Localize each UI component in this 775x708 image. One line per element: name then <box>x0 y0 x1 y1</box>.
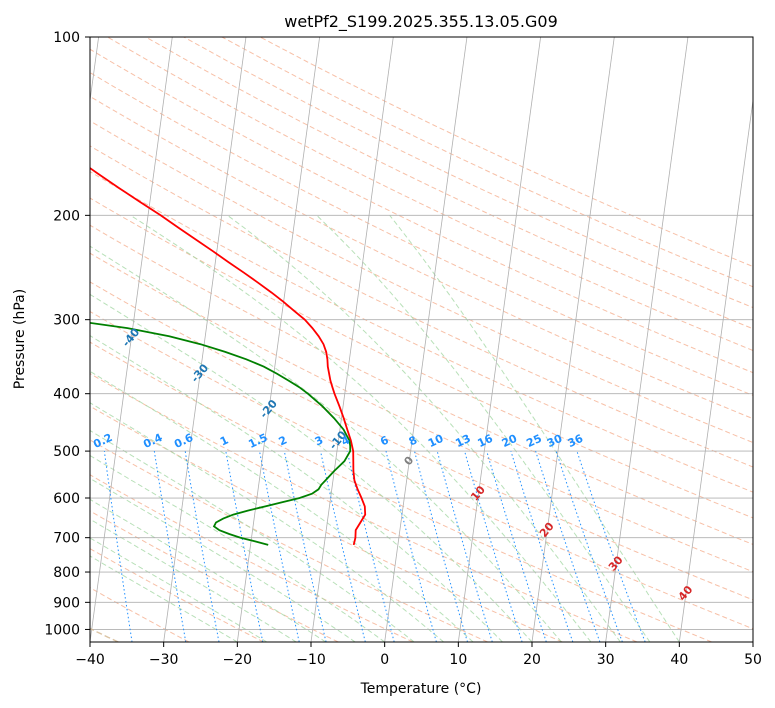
moist-adiabat <box>90 477 356 642</box>
y-tick-label: 400 <box>53 387 80 403</box>
dry-adiabat <box>145 37 753 330</box>
x-tick-label: 30 <box>597 652 615 668</box>
mixing-ratio-line <box>103 451 133 642</box>
moist-adiabat <box>90 429 415 642</box>
x-tick-label: 10 <box>449 652 467 668</box>
mixing-ratio-line <box>510 450 574 642</box>
mixing-ratio-label: 20 <box>500 432 520 450</box>
y-axis-label: Pressure (hPa) <box>12 289 28 389</box>
mixing-ratio-line <box>464 450 523 642</box>
isotherm <box>605 37 689 642</box>
y-axis: 1000 900 800 700 600 500 400 300 200 100 <box>44 30 90 638</box>
mixing-ratio-line <box>414 450 468 642</box>
moist-adiabat <box>90 402 444 642</box>
y-tick-label: 500 <box>53 444 80 460</box>
y-tick-label: 200 <box>53 208 80 224</box>
moist-adiabat <box>90 245 562 642</box>
plot-background <box>90 37 753 642</box>
y-tick-label: 800 <box>53 565 80 581</box>
x-tick-label: −20 <box>223 652 253 668</box>
plot-frame <box>89 36 754 643</box>
dry-adiabat <box>90 405 563 642</box>
moist-adiabat <box>90 454 385 642</box>
mixing-ratio-line <box>486 450 547 642</box>
mixing-ratio-label: 16 <box>476 432 496 450</box>
mixing-ratio-label: 25 <box>524 432 543 450</box>
dry-adiabat <box>90 71 753 396</box>
moist-adiabat <box>316 214 651 642</box>
x-axis: −40 −30 −20 −10 0 10 20 30 40 50 <box>75 642 762 668</box>
mixing-ratio-line <box>346 450 395 642</box>
mixing-ratio-line <box>576 450 646 642</box>
dry-adiabat <box>90 197 753 519</box>
dry-adiabat <box>90 439 488 642</box>
x-tick-label: −10 <box>296 652 326 668</box>
dry-adiabat <box>90 48 753 374</box>
moist-adiabat <box>227 214 621 642</box>
x-axis-label: Temperature (°C) <box>360 681 482 697</box>
moist-adiabat <box>90 293 533 642</box>
x-tick-label: −40 <box>75 652 105 668</box>
isotherm <box>457 37 542 642</box>
y-tick-label: 100 <box>53 30 80 46</box>
mixing-ratio-line <box>320 450 366 642</box>
mixing-ratio-label: 36 <box>566 432 586 450</box>
moist-adiabat <box>130 214 592 642</box>
dry-adiabat <box>90 373 638 642</box>
isotherm <box>384 37 468 642</box>
dry-adiabat <box>183 37 753 309</box>
mixing-ratio-line <box>535 450 601 642</box>
x-tick-label: 50 <box>744 652 762 668</box>
x-tick-label: 20 <box>523 652 541 668</box>
moist-adiabat <box>90 537 268 642</box>
mixing-ratio-label: 13 <box>453 432 472 450</box>
dry-adiabat <box>90 548 264 642</box>
mixing-ratio-label: 10 <box>426 432 446 450</box>
isotherm <box>678 97 753 642</box>
background-lines <box>90 37 753 642</box>
dry-adiabat <box>90 281 753 601</box>
mixing-ratio-line <box>259 451 300 642</box>
isotherm <box>163 37 247 642</box>
mixing-ratio-line <box>555 450 623 642</box>
isotherm <box>310 37 394 642</box>
dry-adiabat <box>90 224 753 545</box>
moist-adiabat <box>90 335 503 642</box>
y-tick-label: 600 <box>53 491 80 507</box>
moist-adiabat <box>90 498 326 642</box>
chart-title: wetPf2_S199.2025.355.13.05.G09 <box>284 12 558 32</box>
x-tick-label: 40 <box>670 652 688 668</box>
mixing-ratio-line <box>283 450 327 642</box>
mixing-ratio-label: 30 <box>545 432 565 450</box>
isotherm <box>90 37 173 642</box>
moist-adiabat <box>90 555 238 642</box>
mixing-ratio-line <box>385 450 437 642</box>
x-tick-label: −30 <box>149 652 179 668</box>
y-tick-label: 900 <box>53 595 80 611</box>
mixing-ratio-line <box>436 450 493 642</box>
y-tick-label: 300 <box>53 313 80 329</box>
dewpoint-profile <box>90 321 352 546</box>
isotherm <box>531 37 615 642</box>
y-tick-label: 700 <box>53 531 80 547</box>
y-tick-label: 1000 <box>44 622 80 638</box>
temperature-profile <box>90 166 367 546</box>
dry-adiabat <box>107 37 753 352</box>
moist-adiabat <box>90 370 474 642</box>
x-tick-label: 0 <box>380 652 389 668</box>
dry-adiabat <box>90 310 753 630</box>
moist-adiabat <box>389 214 680 642</box>
sounding-profiles <box>90 166 367 546</box>
mixing-ratio-line <box>225 451 264 642</box>
